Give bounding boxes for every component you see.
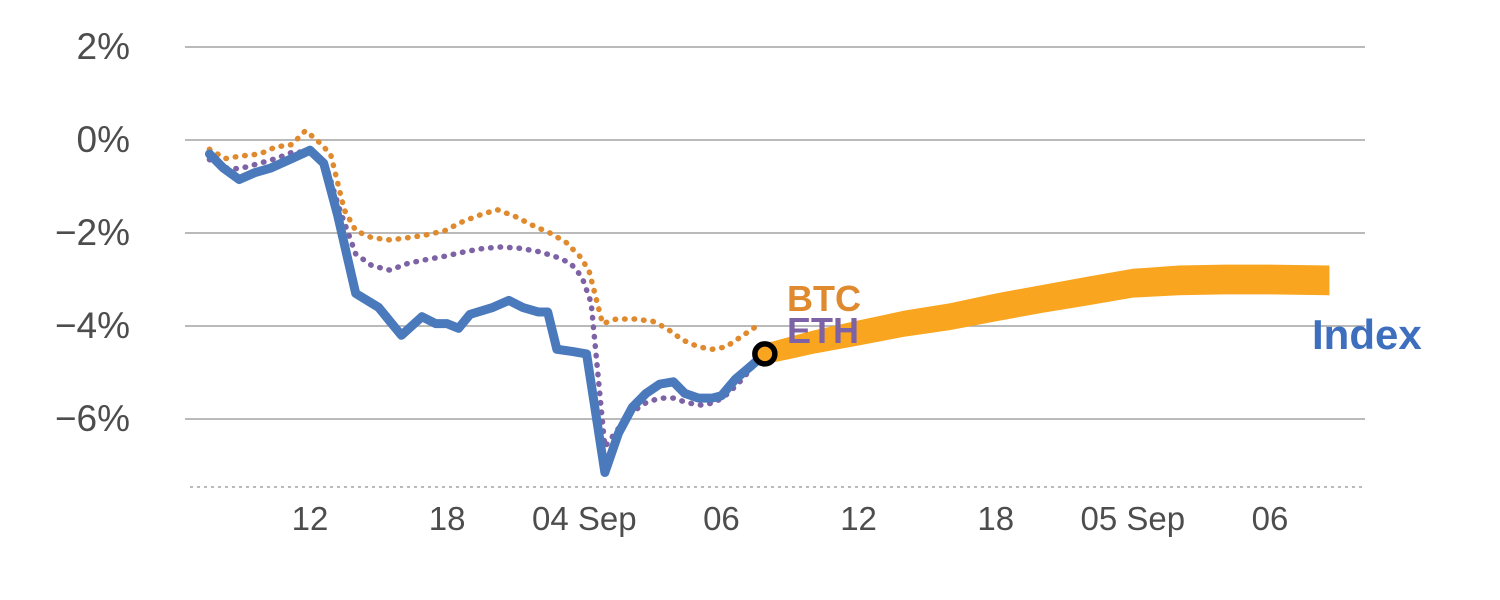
x-axis-label: 04 Sep <box>532 500 637 537</box>
y-axis-label: 2% <box>77 26 130 67</box>
btc-series-label: BTC <box>787 278 861 319</box>
current-point-marker <box>752 341 778 367</box>
btc-line <box>206 127 764 352</box>
index-line <box>204 145 770 477</box>
x-axis-label: 06 <box>1252 500 1289 537</box>
eth-series-label: ETH <box>787 310 859 351</box>
x-axis-label: 12 <box>840 500 877 537</box>
eth-line <box>206 148 768 450</box>
forecast-band <box>764 264 1330 365</box>
y-axis-label: −4% <box>55 305 130 346</box>
y-axis-label: −2% <box>55 212 130 253</box>
x-axis-label: 18 <box>429 500 466 537</box>
x-axis-label: 06 <box>703 500 740 537</box>
y-axis-label: −6% <box>55 398 130 439</box>
x-axis-label: 18 <box>977 500 1014 537</box>
index-series-label: Index <box>1312 311 1422 358</box>
x-axis-label: 12 <box>292 500 329 537</box>
x-axis-label: 05 Sep <box>1081 500 1186 537</box>
y-axis-label: 0% <box>77 119 130 160</box>
